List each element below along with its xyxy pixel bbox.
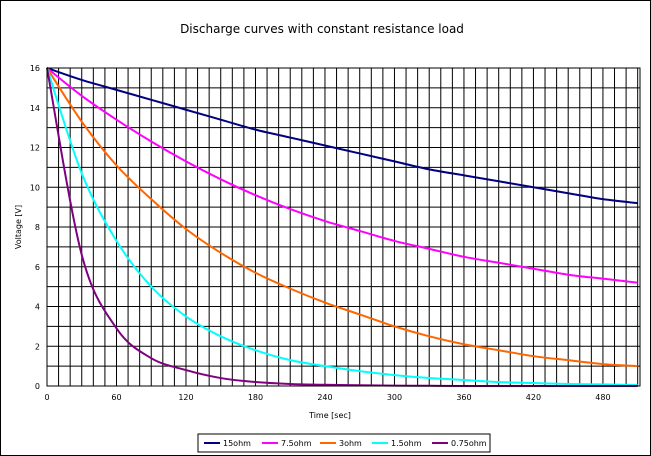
legend-label-3ohm: 3ohm xyxy=(339,439,362,448)
x-tick-label: 240 xyxy=(317,393,332,402)
x-tick-label: 360 xyxy=(456,393,471,402)
y-tick-label: 4 xyxy=(35,303,40,312)
legend-label-0-75ohm: 0.75ohm xyxy=(451,439,487,448)
x-tick-label: 480 xyxy=(595,393,610,402)
x-tick-label: 420 xyxy=(526,393,541,402)
y-tick-label: 10 xyxy=(30,183,40,192)
x-tick-label: 120 xyxy=(178,393,193,402)
chart-title: Discharge curves with constant resistanc… xyxy=(180,22,464,36)
legend-label-7-5ohm: 7.5ohm xyxy=(281,439,312,448)
x-tick-label: 180 xyxy=(248,393,263,402)
y-tick-label: 6 xyxy=(35,263,40,272)
y-tick-label: 0 xyxy=(35,382,40,391)
y-tick-label: 2 xyxy=(35,342,40,351)
x-axis-label: Time [sec] xyxy=(308,411,351,420)
y-tick-label: 16 xyxy=(30,64,40,73)
y-tick-label: 8 xyxy=(35,223,40,232)
y-axis-label: Voltage [V] xyxy=(14,205,23,249)
y-tick-label: 12 xyxy=(30,144,40,153)
legend-label-1-5ohm: 1.5ohm xyxy=(391,439,422,448)
x-tick-label: 60 xyxy=(111,393,121,402)
y-tick-label: 14 xyxy=(30,104,40,113)
x-tick-label: 300 xyxy=(387,393,402,402)
x-tick-label: 0 xyxy=(44,393,49,402)
legend-label-15ohm: 15ohm xyxy=(223,439,251,448)
legend: 15ohm 7.5ohm 3ohm 1.5ohm 0.75ohm xyxy=(198,434,490,452)
